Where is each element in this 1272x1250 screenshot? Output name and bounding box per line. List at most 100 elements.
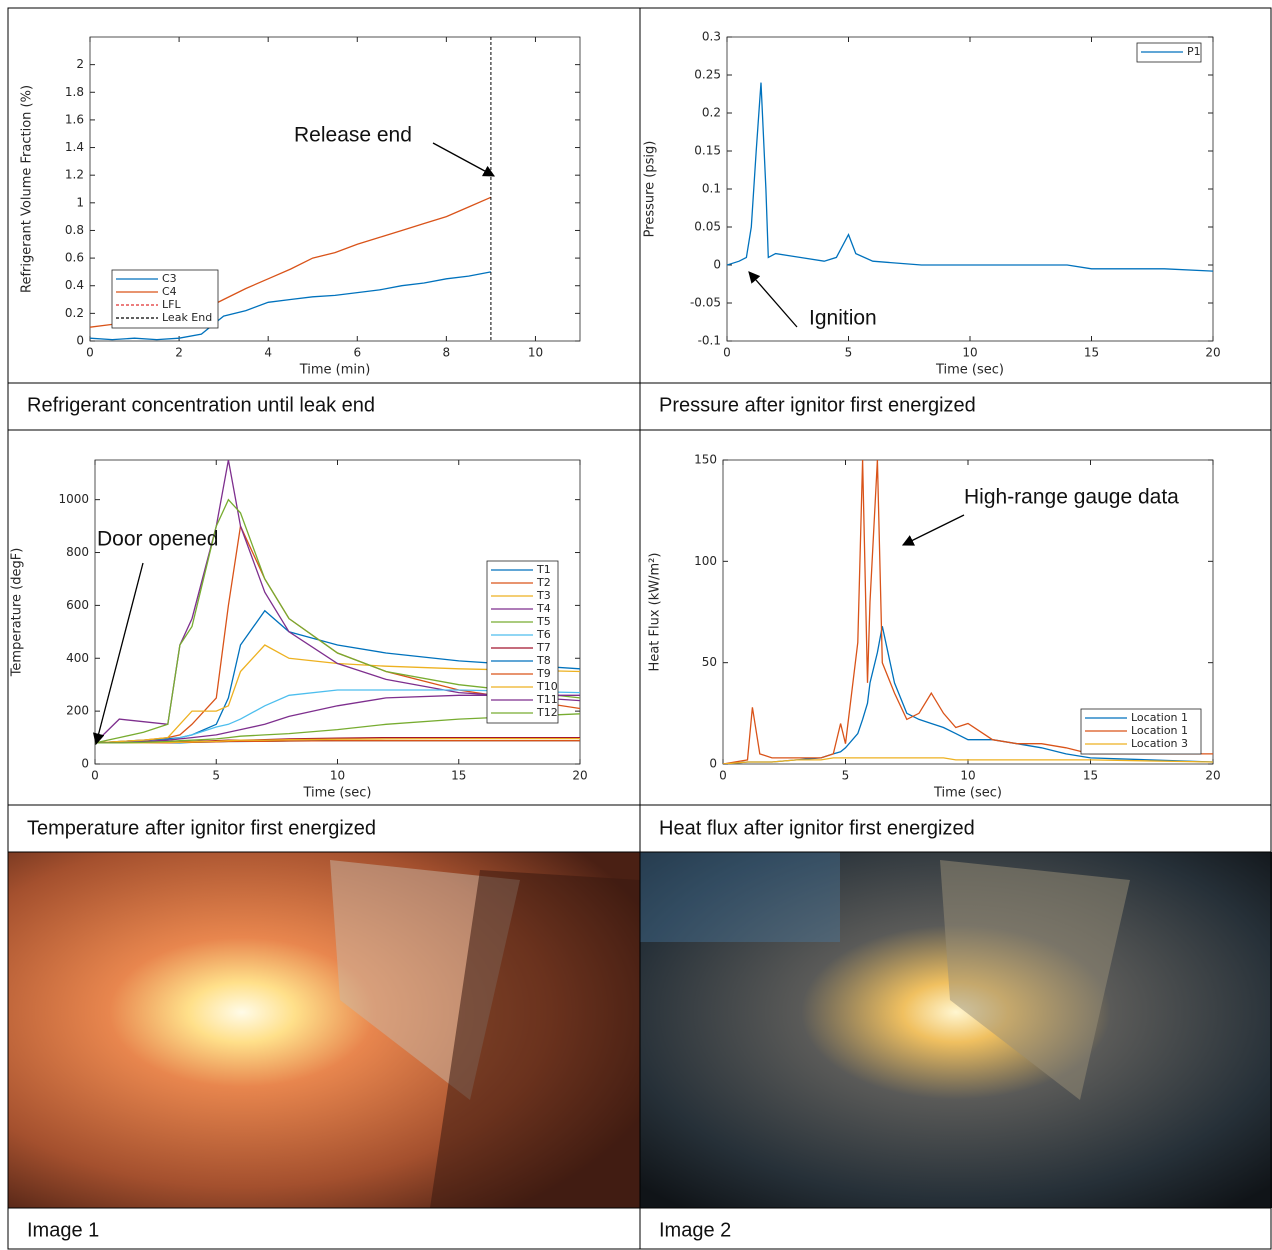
x-axis-label: Time (min) [299,363,371,378]
y-tick-label: 800 [66,545,89,559]
y-tick-label: 0.2 [702,106,721,120]
legend-label: T8 [536,654,551,667]
legend-label: T6 [536,628,551,641]
y-tick-label: 0.8 [65,223,84,237]
y-tick-label: 1.4 [65,140,84,154]
caption: Heat flux after ignitor first energized [659,817,975,839]
legend-label: T1 [536,563,551,576]
x-axis-label: Time (sec) [302,786,371,801]
legend-label: T5 [536,615,551,628]
y-tick-label: 0.1 [702,182,721,196]
series-line [727,82,1213,272]
y-tick-label: 400 [66,651,89,665]
plot-lines [727,82,1213,272]
series-line [723,460,1213,764]
x-axis-label: Time (sec) [935,363,1004,378]
legend-label: Location 1 [1131,711,1188,724]
legend-box [486,560,559,724]
x-tick-label: 10 [528,346,543,360]
x-tick-label: 15 [1083,769,1098,783]
y-axis-label: Pressure (psig) [643,141,658,238]
x-tick-label: 10 [962,346,977,360]
x-tick-label: 10 [330,769,345,783]
plot-lines [95,460,580,744]
y-tick-label: 0.25 [694,68,721,82]
y-tick-label: 0.6 [65,251,84,265]
legend-label: T10 [536,680,558,693]
x-tick-label: 5 [842,769,850,783]
y-tick-label: 0 [76,334,84,348]
y-tick-label: 1 [76,195,84,209]
y-tick-label: 0.05 [694,220,721,234]
legend-box [111,269,219,329]
caption: Temperature after ignitor first energize… [27,817,376,839]
legend-label: Leak End [162,311,212,324]
x-tick-label: 5 [212,769,220,783]
x-tick-label: 6 [353,346,361,360]
annotation-arrow [748,271,798,328]
y-tick-label: 1.2 [65,168,84,182]
annotation: Ignition [809,307,877,330]
y-axis-label: Heat Flux (kW/m²) [648,553,663,672]
y-tick-label: 0.4 [65,278,84,292]
legend-label: T7 [536,641,551,654]
annotation-arrow [901,514,965,546]
series-line [90,271,492,341]
y-tick-label: 0.15 [694,144,721,158]
series-line [723,757,1213,764]
x-tick-label: 0 [723,346,731,360]
x-tick-label: 5 [845,346,853,360]
legend-label: T2 [536,576,551,589]
y-tick-label: 1.6 [65,112,84,126]
annotation-arrow [92,562,144,746]
legend-label: T12 [536,706,558,719]
image-caption: Image 1 [27,1219,99,1241]
series-line [95,460,580,744]
caption: Pressure after ignitor first energized [659,394,976,416]
y-tick-label: 0 [81,757,89,771]
image-caption: Image 2 [659,1219,731,1241]
annotation: Door opened [97,528,218,551]
legend-label: T4 [536,602,551,615]
y-tick-label: 200 [66,704,89,718]
caption: Refrigerant concentration until leak end [27,394,375,416]
y-tick-label: 0 [713,258,721,272]
photo-2-window [640,852,840,942]
y-tick-label: 0 [709,757,717,771]
x-tick-label: 15 [451,769,466,783]
y-tick-label: 100 [694,554,717,568]
y-tick-label: -0.05 [690,296,721,310]
y-tick-label: 150 [694,453,717,467]
annotation-arrow [432,142,496,177]
x-axis-label: Time (sec) [933,786,1002,801]
legend-label: Location 1 [1131,724,1188,737]
x-tick-label: 8 [443,346,451,360]
legend-label: T11 [536,693,558,706]
table-grid [7,7,1272,1250]
y-tick-label: -0.1 [698,334,721,348]
plot-lines [723,460,1213,764]
x-tick-label: 2 [175,346,183,360]
plot-area [726,36,1214,342]
legend-label: P1 [1187,45,1201,58]
y-tick-label: 0.2 [65,306,84,320]
y-tick-label: 0.3 [702,30,721,44]
series-line [95,713,580,744]
x-tick-label: 4 [264,346,272,360]
series-line [95,694,580,744]
y-tick-label: 1.8 [65,85,84,99]
legend-label: LFL [162,298,181,311]
y-axis-label: Refrigerant Volume Fraction (%) [20,85,35,293]
y-tick-label: 50 [702,655,717,669]
series-line [95,737,580,744]
legend-label: C3 [162,272,177,285]
photo-1-shadow [430,870,640,1208]
series-line [95,498,580,744]
x-tick-label: 0 [91,769,99,783]
legend-label: T9 [536,667,551,680]
legend-label: T3 [536,589,551,602]
x-tick-label: 15 [1084,346,1099,360]
legend-label: Location 3 [1131,737,1188,750]
y-tick-label: 600 [66,598,89,612]
